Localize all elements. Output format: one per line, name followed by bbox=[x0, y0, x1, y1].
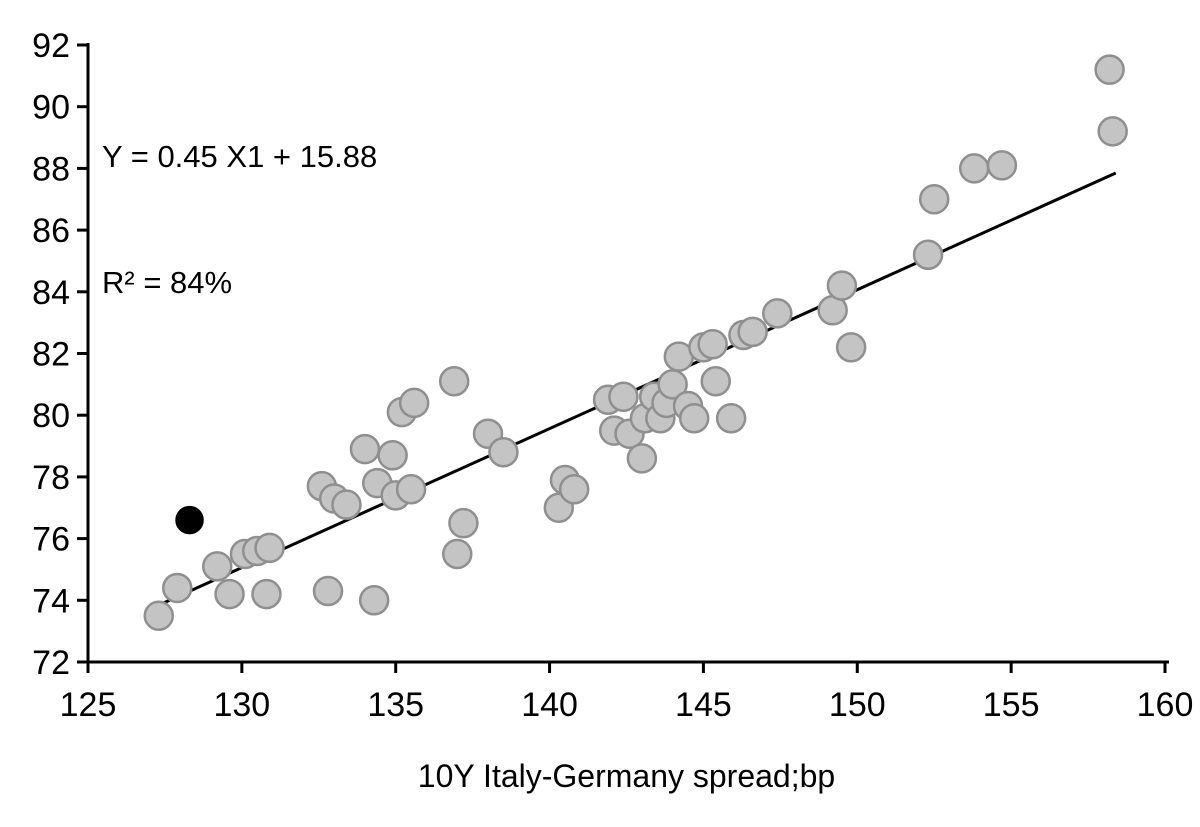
data-point bbox=[835, 332, 867, 363]
data-point bbox=[377, 440, 408, 471]
data-point bbox=[737, 316, 768, 348]
data-point bbox=[395, 473, 427, 505]
r-squared-label: R² = 84% bbox=[102, 265, 233, 300]
x-tick-label: 130 bbox=[213, 686, 270, 724]
data-point bbox=[700, 366, 731, 397]
data-point bbox=[398, 387, 430, 419]
x-tick-label: 160 bbox=[1137, 686, 1194, 724]
x-tick-label: 145 bbox=[675, 686, 732, 724]
data-point bbox=[1094, 54, 1125, 85]
y-tick-label: 78 bbox=[32, 459, 70, 497]
y-tick-label: 74 bbox=[32, 582, 70, 620]
x-tick-label: 135 bbox=[367, 686, 424, 724]
data-point bbox=[448, 507, 479, 539]
y-tick-label: 76 bbox=[32, 521, 70, 559]
data-point bbox=[986, 150, 1018, 181]
y-tick-label: 84 bbox=[32, 274, 70, 312]
data-point bbox=[201, 551, 233, 582]
regression-annotation: Y = 0.45 X1 + 15.88 R² = 84% bbox=[102, 52, 377, 388]
y-tick-label: 82 bbox=[32, 336, 70, 374]
data-point bbox=[442, 538, 473, 570]
data-point bbox=[715, 403, 747, 434]
y-tick-label: 88 bbox=[32, 150, 70, 188]
data-point bbox=[762, 298, 793, 329]
data-point bbox=[697, 328, 728, 360]
x-tick-label: 125 bbox=[60, 686, 117, 724]
data-point bbox=[826, 270, 858, 301]
data-point bbox=[678, 403, 710, 434]
data-point bbox=[608, 381, 639, 412]
data-point bbox=[1097, 116, 1128, 147]
data-point bbox=[488, 436, 519, 468]
x-axis-label: 10Y Italy-Germany spread;bp bbox=[417, 758, 836, 794]
x-tick-label: 150 bbox=[829, 686, 886, 724]
x-tick-label: 140 bbox=[521, 686, 578, 724]
data-point bbox=[214, 578, 245, 610]
highlighted-data-point bbox=[175, 505, 204, 535]
y-tick-label: 80 bbox=[32, 397, 70, 435]
data-point bbox=[912, 239, 944, 271]
data-point bbox=[254, 532, 285, 564]
y-tick-label: 90 bbox=[32, 89, 70, 127]
data-point bbox=[331, 489, 362, 520]
y-tick-label: 72 bbox=[32, 644, 70, 682]
data-point bbox=[918, 184, 950, 215]
data-point bbox=[626, 443, 658, 474]
data-point bbox=[251, 578, 282, 610]
data-point bbox=[143, 600, 175, 631]
data-point bbox=[312, 575, 344, 607]
x-tick-label: 155 bbox=[983, 686, 1040, 724]
data-point bbox=[558, 473, 590, 505]
data-point bbox=[958, 153, 990, 184]
y-tick-label: 86 bbox=[32, 212, 70, 250]
data-point bbox=[161, 572, 193, 604]
regression-equation: Y = 0.45 X1 + 15.88 bbox=[102, 139, 378, 174]
y-tick-label: 92 bbox=[32, 27, 70, 65]
data-point bbox=[358, 585, 390, 616]
data-point bbox=[349, 433, 381, 465]
data-point bbox=[438, 366, 470, 397]
